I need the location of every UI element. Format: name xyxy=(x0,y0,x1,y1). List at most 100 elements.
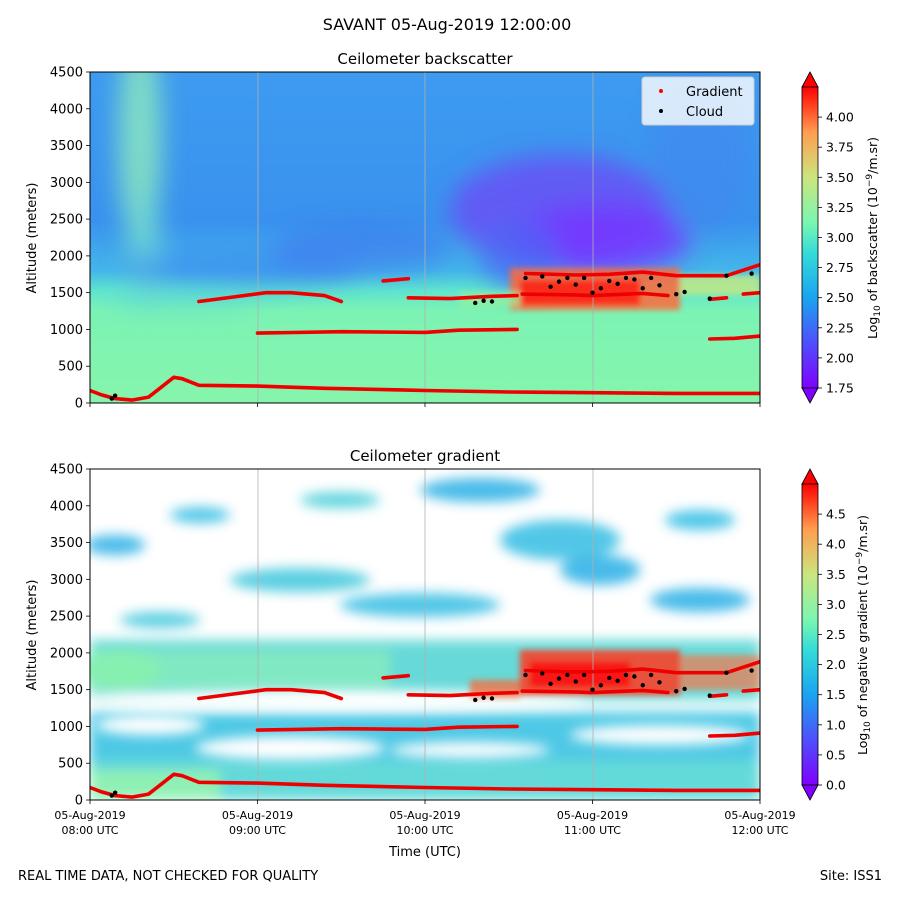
gradient-line xyxy=(381,276,411,283)
cloud-point xyxy=(640,683,645,688)
x-tick-label-time: 09:00 UTC xyxy=(229,824,286,837)
cloud-point xyxy=(548,284,553,289)
footer-site: Site: ISS1 xyxy=(819,869,882,884)
backscatter-colorbar-label: Log10 of backscatter (10−9/m.sr) xyxy=(865,137,883,339)
cloud-point xyxy=(556,279,562,284)
cloud-point xyxy=(607,675,612,681)
backscatter-colorbar-ticks: 1.75 2.00 2.25 2.50 2.75 3.00 3.25 3.50 3.75 4.00 xyxy=(818,110,854,396)
y-tick-label: 4000 xyxy=(50,499,83,514)
x-tick-label-time: 11:00 UTC xyxy=(564,824,621,837)
colorbar-tick-label: 2.5 xyxy=(826,627,846,642)
colorbar-tick-label: 0.5 xyxy=(826,747,846,762)
x-tick-label-date: 05-Aug-2019 xyxy=(54,809,125,822)
cloud-point xyxy=(556,676,562,681)
colorbar-tick-label: 3.00 xyxy=(826,230,854,245)
colorbar-tick-label: 2.75 xyxy=(826,260,854,275)
y-tick-label: 2000 xyxy=(50,646,83,661)
y-tick-label: 4500 xyxy=(50,463,83,478)
gradient-line xyxy=(197,290,344,304)
gradient-line xyxy=(197,687,344,701)
cloud-point xyxy=(590,290,595,295)
y-tick-label: 500 xyxy=(58,360,83,375)
legend-label-gradient: Gradient xyxy=(686,85,743,100)
colorbar-tick-label: 2.00 xyxy=(826,350,854,365)
gradient-heatmap xyxy=(90,469,760,800)
x-tick-label-date: 05-Aug-2019 xyxy=(222,809,293,822)
backscatter-title: Ceilometer backscatter xyxy=(337,50,513,68)
cloud-point xyxy=(109,793,114,798)
cloud-point xyxy=(598,683,604,688)
footer-disclaimer: REAL TIME DATA, NOT CHECKED FOR QUALITY xyxy=(18,869,319,884)
legend: Gradient Cloud xyxy=(641,76,755,126)
cloud-point xyxy=(590,687,595,692)
gradient-line xyxy=(520,688,670,695)
x-tick-label-time: 12:00 UTC xyxy=(731,824,788,837)
cloud-point xyxy=(607,278,612,284)
cloud-point xyxy=(623,672,629,678)
gradient-x-axis: 05-Aug-2019 08:00 UTC 05-Aug-2019 09:00 UTC… xyxy=(54,800,796,837)
gradient-colorbar-ticks: 0.0 0.5 1.0 1.5 2.0 2.5 3.0 3.5 4.0 4.5 xyxy=(818,507,846,793)
cloud-point xyxy=(724,273,729,278)
legend-marker-gradient xyxy=(659,89,663,93)
colorbar-tick-label: 4.5 xyxy=(826,507,846,522)
cloud-point xyxy=(548,681,553,686)
y-tick-label: 0 xyxy=(75,794,83,809)
y-tick-label: 0 xyxy=(75,397,83,412)
cloud-point xyxy=(523,275,528,281)
colorbar-tick-label: 4.00 xyxy=(826,110,854,125)
cloud-point xyxy=(623,275,629,281)
colorbar-tick-label: 2.50 xyxy=(826,290,854,305)
legend-marker-cloud xyxy=(659,109,663,113)
gradient-line xyxy=(707,731,760,738)
gradient-panel: Ceilometer gradient xyxy=(25,447,873,860)
colorbar-tick-label: 4.0 xyxy=(826,537,846,552)
cloud-point xyxy=(473,697,478,703)
y-tick-label: 1500 xyxy=(50,286,83,301)
cloud-point xyxy=(573,282,578,287)
cloud-point xyxy=(112,790,118,795)
gradient-colorbar-label: Log10 of negative gradient (10−9/m.sr) xyxy=(855,515,873,755)
gradient-line xyxy=(707,295,729,302)
cloud-point xyxy=(682,686,687,692)
gradient-overlays xyxy=(90,659,760,799)
backscatter-overlays xyxy=(90,262,760,402)
cloud-point xyxy=(682,289,687,295)
y-tick-label: 1500 xyxy=(50,683,83,698)
gradient-ylabel: Altitude (meters) xyxy=(25,580,40,691)
colorbar-tick-label: 3.50 xyxy=(826,170,854,185)
legend-entry-cloud: Cloud xyxy=(659,105,723,120)
cloud-point xyxy=(749,668,754,673)
gradient-line xyxy=(741,290,760,296)
cloud-point xyxy=(648,275,654,281)
cloud-point xyxy=(657,680,662,685)
cloud-point xyxy=(540,671,545,676)
gradient-line xyxy=(707,692,729,699)
y-tick-label: 4000 xyxy=(50,102,83,117)
gradient-line xyxy=(707,334,760,341)
colorbar-tick-label: 1.0 xyxy=(826,717,846,732)
x-tick-label-date: 05-Aug-2019 xyxy=(724,809,795,822)
x-tick-label-date: 05-Aug-2019 xyxy=(389,809,460,822)
cloud-point xyxy=(640,286,645,291)
cloud-point xyxy=(565,275,570,281)
cloud-point xyxy=(707,296,712,301)
cloud-point xyxy=(489,696,495,701)
y-tick-label: 1000 xyxy=(50,720,83,735)
cloud-point xyxy=(112,393,118,398)
cloud-point xyxy=(489,299,495,304)
y-tick-label: 2000 xyxy=(50,249,83,264)
y-tick-label: 500 xyxy=(58,757,83,772)
gradient-line xyxy=(90,375,760,402)
cloud-point xyxy=(573,679,578,684)
cloud-point xyxy=(581,672,587,678)
cloud-point xyxy=(523,672,528,678)
cloud-point xyxy=(473,300,478,306)
colorbar-tick-label: 3.5 xyxy=(826,567,846,582)
backscatter-panel: Ceilometer backscatter xyxy=(25,50,883,412)
cloud-point xyxy=(707,693,712,698)
cloud-point xyxy=(674,688,679,694)
gradient-line xyxy=(90,772,760,799)
cloud-point xyxy=(481,298,486,303)
cloud-point xyxy=(648,672,654,678)
